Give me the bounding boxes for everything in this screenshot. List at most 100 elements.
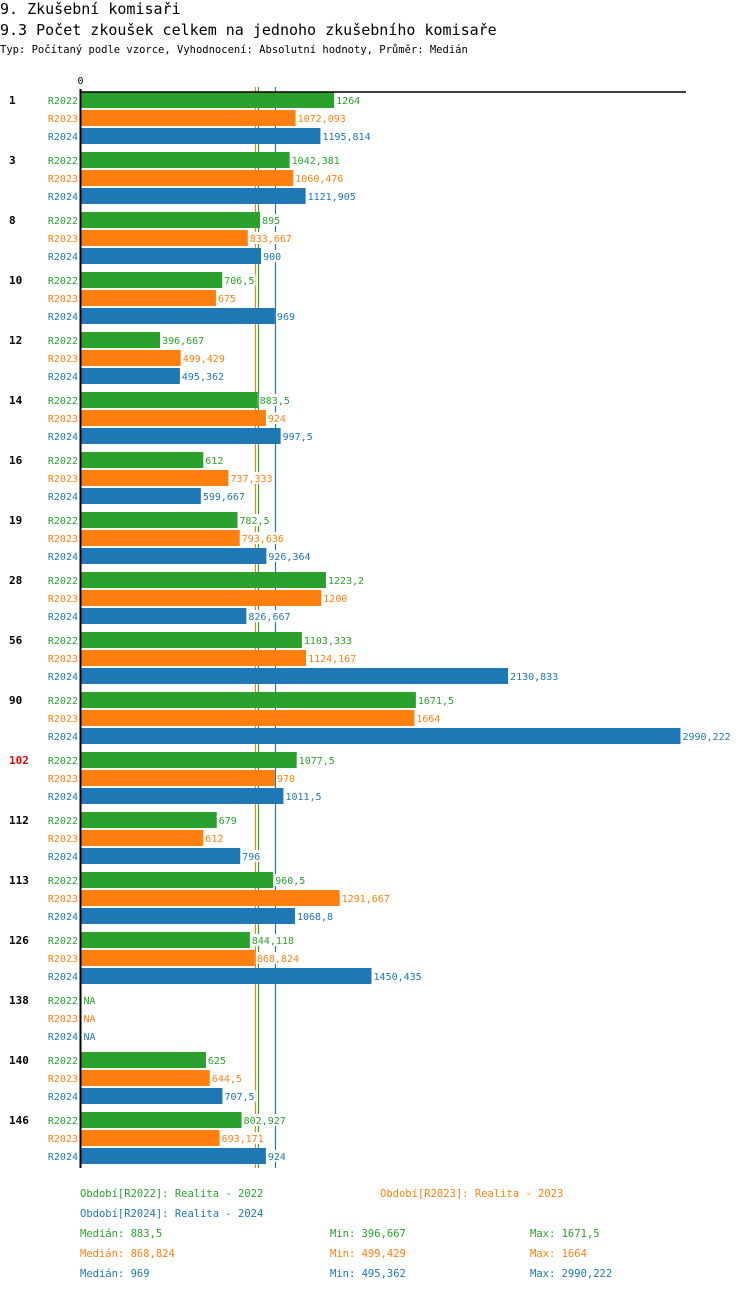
series-label: R2024 [48,252,78,263]
bar-r2022 [81,812,217,828]
value-label-bg [250,934,296,946]
bar-r2024 [81,608,247,624]
series-label: R2023 [48,414,78,425]
bar-r2024 [81,188,306,204]
group-label: 56 [9,634,23,647]
page-title: 9. Zkušební komisaři [0,0,181,18]
series-label: R2024 [48,372,78,383]
value-label: 1060,476 [295,174,343,185]
value-label: 1077,5 [299,756,335,767]
value-label-bg [307,652,358,664]
value-label: 883,5 [260,396,290,407]
value-label: 793,636 [242,534,284,545]
value-label: 1195,814 [322,132,370,143]
bar-r2023 [81,950,255,966]
bar-r2022 [81,752,297,768]
value-label: 782,5 [240,516,270,527]
series-label: R2023 [48,1134,78,1145]
series-label: R2023 [48,894,78,905]
series-label: R2022 [48,1056,78,1067]
value-label: 1068,8 [297,912,333,923]
series-label: R2024 [48,192,78,203]
series-label: R2024 [48,672,78,683]
series-label: R2023 [48,774,78,785]
value-label-bg [275,310,297,322]
series-label: R2023 [48,1074,78,1085]
value-label-bg [262,250,283,262]
chart-subtitle: 9.3 Počet zkoušek celkem na jednoho zkuš… [0,21,497,39]
value-label-bg [295,910,335,922]
value-label-bg [223,274,256,286]
bar-r2024 [81,248,262,264]
series-label: R2024 [48,312,78,323]
series-label: R2022 [48,696,78,707]
value-label-bg [229,472,274,484]
value-label: 1223,2 [328,576,364,587]
bar-r2023 [81,530,240,546]
stat-max-r2023: Max: 1664 [530,1248,587,1260]
value-label: 997,5 [283,432,313,443]
value-label-bg [206,1054,228,1066]
series-label: R2023 [48,294,78,305]
value-label-bg [248,232,294,244]
series-label: R2022 [48,456,78,467]
series-label: R2022 [48,756,78,767]
bar-r2023 [81,1130,220,1146]
legend-period-r2022: Období[R2022]: Realita - 2022 [80,1188,264,1200]
bar-r2022 [81,272,223,288]
bar-r2022 [81,872,274,888]
value-label: 1124,167 [308,654,356,665]
bar-r2023 [81,350,181,366]
value-label: NA [84,1014,96,1025]
value-label-bg [306,190,358,202]
value-label: 706,5 [224,276,254,287]
value-label: 1664 [416,714,440,725]
value-label-bg [509,670,560,682]
value-label: 1264 [336,96,360,107]
series-label: R2024 [48,612,78,623]
series-label: R2024 [48,432,78,443]
bar-r2024 [81,968,372,984]
value-label: 675 [218,294,236,305]
series-label: R2023 [48,114,78,125]
value-label-bg [340,892,392,904]
value-label-bg [266,412,288,424]
bar-r2022 [81,1052,206,1068]
series-label: R2022 [48,816,78,827]
bar-r2024 [81,788,284,804]
bar-r2024 [81,128,321,144]
value-label-bg [296,112,348,124]
value-label: 969 [277,312,295,323]
value-label: 1200 [323,594,347,605]
series-label: R2024 [48,1152,78,1163]
value-label-bg [284,790,323,802]
value-label-bg [290,154,342,166]
value-label-bg [297,754,337,766]
series-label: R2023 [48,474,78,485]
bar-r2022 [81,152,290,168]
value-label: 644,5 [212,1074,242,1085]
bar-r2024 [81,848,241,864]
value-label: 625 [208,1056,226,1067]
series-label: R2022 [48,876,78,887]
group-label: 1 [9,94,16,107]
value-label-bg [267,550,312,562]
series-label: R2022 [48,216,78,227]
value-label: 1103,333 [304,636,352,647]
value-label: 1450,435 [374,972,422,983]
group-label: 19 [9,514,22,527]
bar-r2022 [81,332,161,348]
value-label-bg [210,1072,244,1084]
value-label: 2990,222 [683,732,731,743]
series-label: R2023 [48,534,78,545]
group-label: 14 [9,394,23,407]
bar-r2022 [81,1112,242,1128]
value-label: 1042,381 [292,156,340,167]
value-label-bg [681,730,732,742]
value-label: 1121,905 [308,192,356,203]
bar-r2022 [81,512,238,528]
bar-r2023 [81,410,266,426]
bar-r2023 [81,470,229,486]
value-label-bg [82,994,97,1006]
value-label-bg [241,850,262,862]
